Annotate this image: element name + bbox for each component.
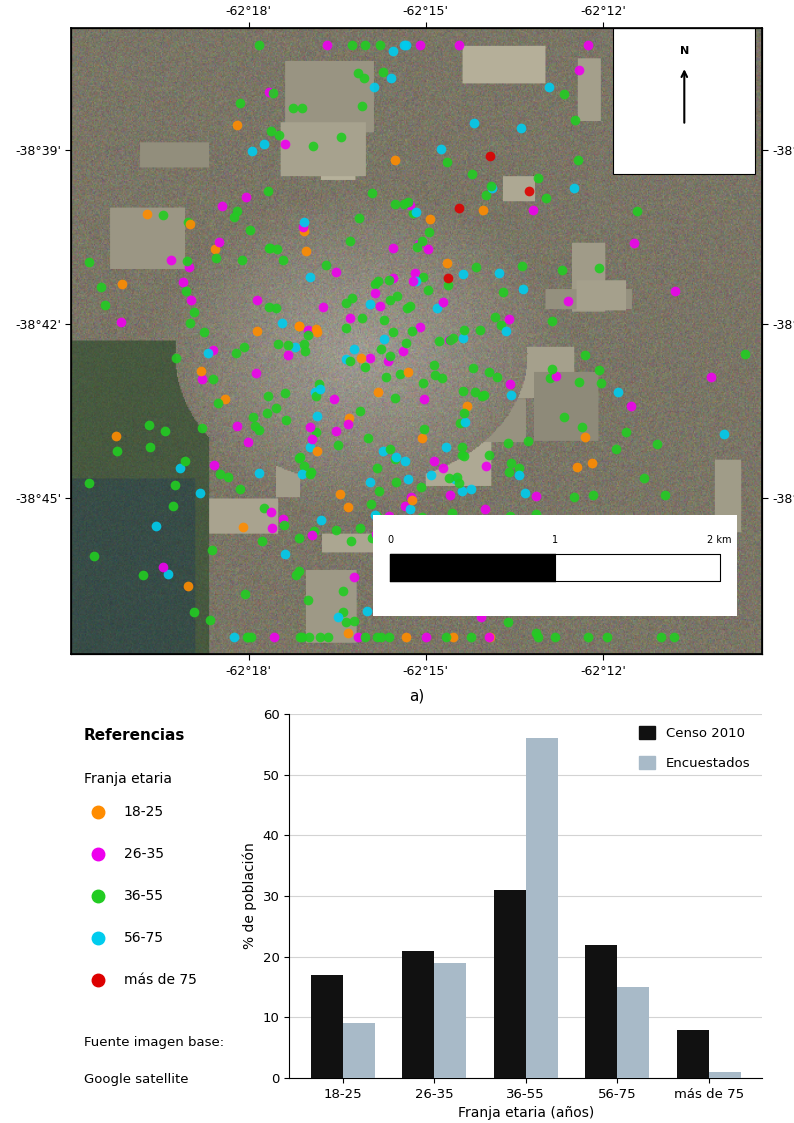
- Text: más de 75: más de 75: [124, 973, 197, 987]
- Text: Referencias: Referencias: [83, 729, 185, 743]
- Text: a): a): [409, 688, 425, 704]
- Text: 56-75: 56-75: [124, 931, 164, 944]
- X-axis label: Franja etaria (años): Franja etaria (años): [457, 1106, 594, 1121]
- Text: 26-35: 26-35: [124, 847, 164, 861]
- Text: 1: 1: [552, 535, 558, 545]
- FancyBboxPatch shape: [372, 515, 738, 617]
- Bar: [434, 962, 466, 1078]
- Bar: [310, 975, 343, 1078]
- Text: 0: 0: [387, 535, 393, 545]
- Bar: [343, 1023, 375, 1078]
- Text: N: N: [680, 46, 689, 56]
- Bar: [403, 950, 434, 1078]
- Bar: [585, 944, 617, 1078]
- Bar: [526, 738, 558, 1078]
- Y-axis label: % de población: % de población: [243, 842, 257, 949]
- FancyBboxPatch shape: [614, 28, 755, 174]
- Text: Franja etaria: Franja etaria: [83, 773, 172, 786]
- Text: 2 km: 2 km: [707, 535, 732, 545]
- Text: Google satellite: Google satellite: [83, 1072, 188, 1086]
- Text: 18-25: 18-25: [124, 805, 164, 819]
- Bar: [494, 889, 526, 1078]
- Legend: Censo 2010, Encuestados: Censo 2010, Encuestados: [634, 721, 756, 775]
- Text: 36-55: 36-55: [124, 889, 164, 903]
- Text: Fuente imagen base:: Fuente imagen base:: [83, 1037, 224, 1049]
- Bar: [709, 1072, 741, 1078]
- Bar: [617, 987, 649, 1078]
- Bar: [676, 1030, 709, 1078]
